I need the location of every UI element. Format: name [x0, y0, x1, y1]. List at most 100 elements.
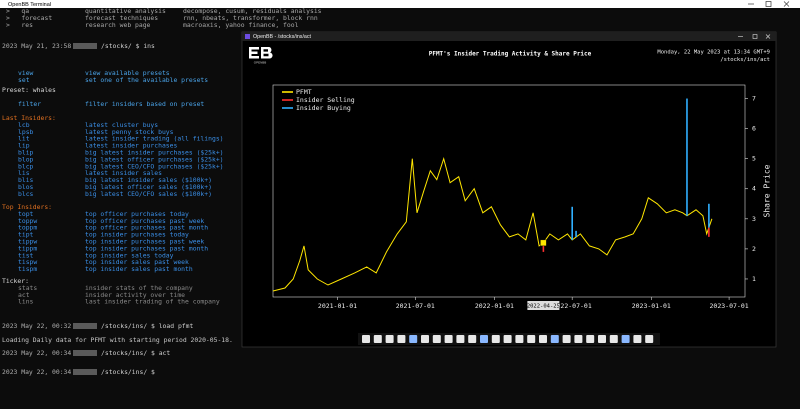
toolbar-button[interactable]	[385, 335, 394, 343]
menu-command[interactable]: lis	[18, 169, 30, 177]
menu-command[interactable]: tist	[18, 251, 34, 259]
menu-command[interactable]: lins	[18, 298, 34, 306]
window-titlebar	[242, 32, 776, 41]
close-button[interactable]	[783, 1, 790, 7]
prompt-time: 2023 May 22, 00:32	[2, 322, 71, 330]
toolbar-button[interactable]	[503, 335, 512, 343]
toolbar-button[interactable]	[409, 335, 418, 343]
prompt-time: 2023 May 22, 00:34	[2, 349, 71, 357]
hover-label-box	[527, 301, 560, 310]
menu-description: big latest CEO/CFO sales ($100k+)	[85, 190, 212, 198]
menu-command[interactable]: tispw	[18, 258, 37, 266]
toolbar-button[interactable]	[621, 335, 630, 343]
menu-description: top insider sales past month	[85, 265, 193, 273]
menu-command[interactable]: view	[18, 69, 34, 77]
toolbar-button[interactable]	[468, 335, 477, 343]
menu-description: big latest officer purchases ($25k+)	[85, 155, 224, 163]
redacted-user	[73, 43, 97, 49]
menu-command[interactable]: toppw	[18, 217, 37, 225]
menu-description: big latest officer sales ($100k+)	[85, 183, 212, 191]
menu-command[interactable]: blip	[18, 149, 34, 157]
toolbar-button[interactable]	[539, 335, 547, 343]
command-path: /stocks/ins/act	[720, 57, 770, 63]
output-line: Ticker:	[2, 277, 29, 285]
y-tick-label: 1	[752, 275, 756, 283]
toolbar-button[interactable]	[397, 335, 406, 343]
menu-command[interactable]: tippm	[18, 244, 37, 252]
toolbar-button[interactable]	[456, 335, 465, 343]
plot-area	[272, 84, 746, 298]
menu-command[interactable]: > res	[6, 21, 33, 29]
y-axis-label: Share Price	[763, 164, 772, 217]
toolbar-button[interactable]	[421, 335, 429, 343]
menu-command[interactable]: tippw	[18, 238, 37, 246]
menu-command[interactable]: blop	[18, 155, 34, 163]
toolbar-button[interactable]	[432, 335, 441, 343]
menu-command[interactable]: filter	[18, 100, 41, 108]
menu-description: latest insider purchases	[85, 142, 177, 150]
toolbar-button[interactable]	[562, 335, 571, 343]
terminal-controls[interactable]	[748, 1, 790, 7]
toolbar-button[interactable]	[444, 335, 453, 343]
menu-command[interactable]: lcb	[18, 121, 30, 129]
menu-command[interactable]: topt	[18, 210, 34, 218]
toolbar-button[interactable]	[574, 335, 583, 343]
menu-command[interactable]: blos	[18, 183, 34, 191]
toolbar-button[interactable]	[586, 335, 595, 343]
menu-description: top insider sales today	[85, 251, 174, 259]
toolbar-button[interactable]	[645, 335, 654, 343]
prompt-command: /stocks/ $ ins	[101, 42, 155, 50]
menu-command[interactable]: stats	[18, 284, 37, 292]
toolbar-button[interactable]	[550, 335, 559, 343]
timestamp: Monday, 22 May 2023 at 13:34 GMT+9	[657, 50, 770, 56]
legend-label[interactable]: Insider Selling	[296, 96, 355, 104]
menu-command[interactable]: > qa	[6, 7, 29, 15]
close-button[interactable]	[765, 34, 771, 39]
menu-command[interactable]: blcp	[18, 162, 34, 170]
x-tick-label: 2023-01-01	[632, 302, 671, 310]
x-tick-label: 2022-01-01	[475, 302, 514, 310]
menu-command[interactable]: > forecast	[6, 14, 52, 22]
menu-command[interactable]: tipt	[18, 231, 34, 239]
menu-description: big latest insider purchases ($25k+)	[85, 149, 224, 157]
hover-label: 2022-04-25	[527, 303, 560, 309]
toolbar-button[interactable]	[491, 335, 500, 343]
y-tick-label: 2	[752, 245, 756, 253]
terminal-title: OpenBB Terminal	[8, 2, 51, 8]
chart-title: PFMT's Insider Trading Activity & Share …	[429, 51, 592, 58]
toolbar-button[interactable]	[373, 335, 382, 343]
prompt-time: 2023 May 22, 00:34	[2, 368, 71, 376]
toolbar-button[interactable]	[362, 335, 370, 343]
toolbar-button[interactable]	[480, 335, 488, 343]
menu-description: insider stats of the company	[85, 284, 193, 292]
menu-command[interactable]: blis	[18, 176, 34, 184]
menu-command[interactable]: lip	[18, 142, 30, 150]
menu-command[interactable]: act	[18, 291, 30, 299]
toolbar-button[interactable]	[527, 335, 536, 343]
menu-command[interactable]: lit	[18, 135, 30, 143]
menu-note: decompose, cusum, residuals analysis	[183, 7, 322, 15]
toolbar-button[interactable]	[598, 335, 606, 343]
menu-description: latest cluster buys	[85, 121, 158, 129]
y-tick-label: 5	[752, 155, 756, 163]
legend-label[interactable]: Insider Buying	[296, 104, 351, 112]
output-line: Preset: whales	[2, 86, 56, 94]
x-tick-label: 2021-01-01	[318, 302, 357, 310]
toolbar-button[interactable]	[609, 335, 618, 343]
terminal-output: > qa quantitative analysis decompose, cusu…	[2, 7, 322, 376]
menu-command[interactable]: tispm	[18, 265, 37, 273]
toolbar-button[interactable]	[515, 335, 524, 343]
maximize-button[interactable]	[752, 34, 758, 39]
menu-command[interactable]: set	[18, 76, 30, 84]
redacted-user	[73, 323, 97, 329]
window-controls[interactable]	[738, 34, 771, 39]
menu-command[interactable]: lpsb	[18, 128, 34, 136]
maximize-button[interactable]	[765, 1, 772, 7]
menu-command[interactable]: toppm	[18, 224, 37, 232]
logo	[249, 47, 273, 59]
legend-label[interactable]: PFMT	[296, 88, 312, 96]
menu-command[interactable]: blcs	[18, 190, 34, 198]
toolbar-button[interactable]	[633, 335, 642, 343]
